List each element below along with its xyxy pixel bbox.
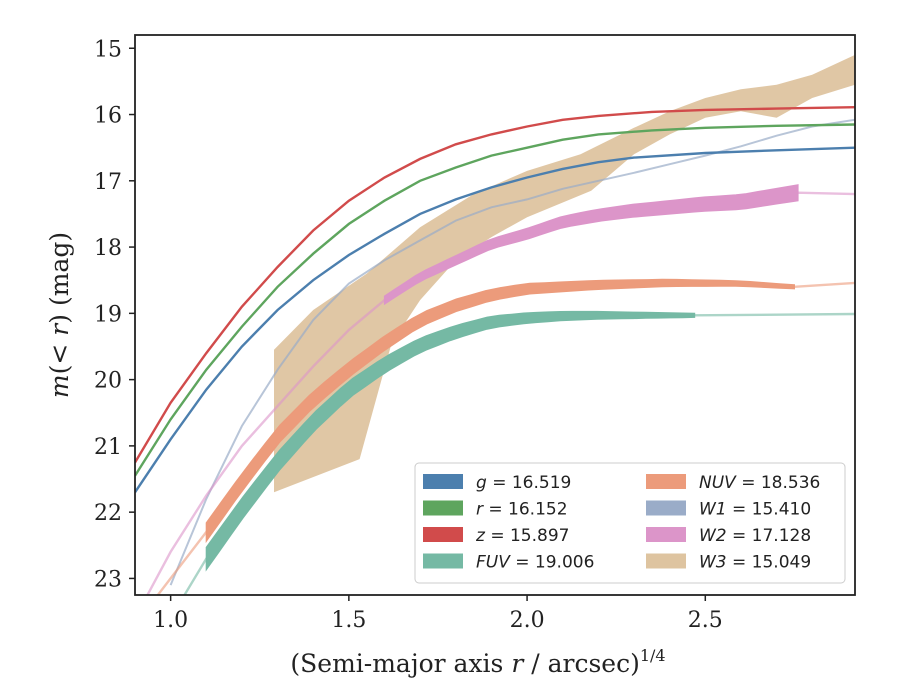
series-layer <box>135 54 855 595</box>
series-g-line <box>135 146 855 493</box>
legend-label-nuv: NUV = 18.536 <box>699 473 820 493</box>
y-tick-label: 21 <box>94 435 122 460</box>
legend-swatch-w2 <box>646 527 686 542</box>
y-tick-label: 19 <box>94 302 122 327</box>
y-tick-label: 18 <box>94 236 122 261</box>
legend-label-fuv: FUV = 19.006 <box>476 553 594 573</box>
legend-swatch-nuv <box>646 474 686 489</box>
legend-swatch-w3 <box>646 553 686 569</box>
y-axis-label: m(< r) (mag) <box>45 232 74 398</box>
series-w2-band <box>383 184 799 306</box>
series-fuv-band <box>205 310 696 572</box>
x-tick-label: 2.5 <box>688 608 723 633</box>
legend-swatch-w1 <box>646 500 686 516</box>
y-tick-label: 20 <box>94 369 122 394</box>
x-tick-label: 1.0 <box>153 608 188 633</box>
series-w3-band <box>274 54 855 493</box>
legend-swatch-g <box>423 474 463 489</box>
series-nuv-band <box>205 278 795 544</box>
legend-frame <box>414 462 846 584</box>
legend-label-r: r = 16.152 <box>476 500 568 520</box>
legend-swatch-z <box>423 527 463 542</box>
series-r-line <box>135 123 855 477</box>
legend-swatch-r <box>423 500 463 516</box>
y-tick-label: 17 <box>94 170 122 195</box>
plot-frame <box>134 34 856 596</box>
legend-label-z: z = 15.897 <box>475 526 569 546</box>
x-tick-label: 2.0 <box>510 608 545 633</box>
series-w1-curve <box>169 118 855 586</box>
y-axis: 15 16 17 18 19 20 21 22 23 <box>94 37 135 592</box>
y-tick-label: 23 <box>94 567 122 592</box>
legend: g = 16.519 r = 16.152 z = 15.897 FUV = 19.0… <box>414 462 846 584</box>
legend-label-g: g = 16.519 <box>476 473 571 493</box>
legend-label-w2: W2 = 17.128 <box>699 526 811 546</box>
series-z-line <box>135 106 855 464</box>
legend-label-w1: W1 = 15.410 <box>699 500 811 520</box>
x-tick-label: 1.5 <box>331 608 366 633</box>
legend-label-w3: W3 = 15.049 <box>699 553 811 573</box>
x-axis-label: (Semi-major axis r / arcsec)1/4 <box>290 646 665 678</box>
y-tick-label: 15 <box>94 37 122 62</box>
legend-swatch-fuv <box>423 553 463 569</box>
x-axis: 1.0 1.5 2.0 2.5 <box>153 595 723 633</box>
y-tick-label: 16 <box>94 104 122 129</box>
y-tick-label: 22 <box>94 501 122 526</box>
